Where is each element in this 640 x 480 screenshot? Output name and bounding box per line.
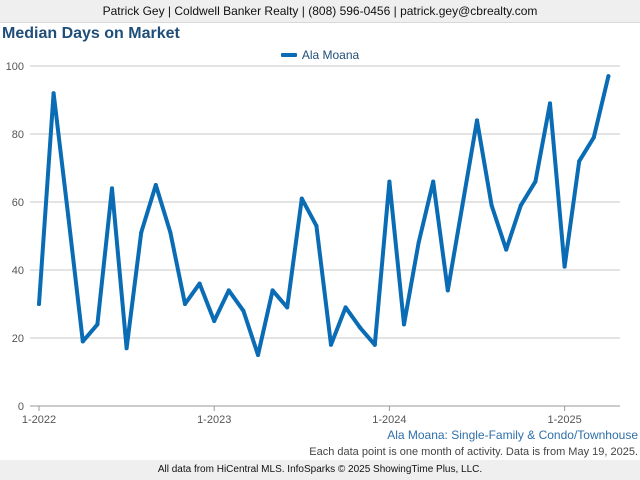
x-tick-label-1-2022: 1-2022 bbox=[22, 414, 56, 426]
y-tick-label-40: 40 bbox=[12, 265, 24, 277]
data-point bbox=[168, 230, 173, 235]
y-tick-label-80: 80 bbox=[12, 129, 24, 141]
data-point bbox=[226, 288, 231, 293]
footer: All data from HiCentral MLS. InfoSparks … bbox=[0, 460, 640, 480]
data-point bbox=[80, 339, 85, 344]
data-point bbox=[343, 305, 348, 310]
data-point bbox=[445, 288, 450, 293]
data-point bbox=[431, 179, 436, 184]
data-point bbox=[285, 305, 290, 310]
tick-labels: 0 20 40 60 80 100 1-2022 1-2023 1-2024 1-2025 bbox=[6, 61, 582, 426]
y-tick-label-100: 100 bbox=[6, 61, 24, 73]
y-tick-label-0: 0 bbox=[18, 401, 24, 413]
data-point bbox=[256, 353, 260, 357]
data-point bbox=[504, 247, 509, 252]
data-point bbox=[197, 281, 202, 286]
data-point bbox=[314, 223, 319, 228]
chart-subtitle: Ala Moana: Single-Family & Condo/Townhou… bbox=[387, 428, 638, 442]
axes bbox=[30, 405, 620, 411]
series-layer bbox=[37, 74, 611, 357]
data-point bbox=[212, 319, 217, 323]
data-point bbox=[562, 264, 567, 269]
chart-title: Median Days on Market bbox=[2, 25, 180, 42]
data-point bbox=[66, 213, 71, 218]
data-point bbox=[372, 342, 377, 347]
data-point bbox=[533, 179, 538, 184]
data-note: Each data point is one month of activity… bbox=[309, 446, 638, 458]
legend: Ala Moana bbox=[0, 46, 640, 62]
data-point bbox=[387, 179, 392, 184]
data-point bbox=[358, 325, 363, 330]
data-point bbox=[270, 288, 275, 293]
y-tick-label-20: 20 bbox=[12, 333, 24, 345]
legend-label: Ala Moana bbox=[301, 47, 360, 62]
footer-text: All data from HiCentral MLS. InfoSparks … bbox=[157, 464, 483, 475]
data-point bbox=[299, 196, 304, 201]
data-point bbox=[475, 118, 479, 123]
data-point bbox=[110, 186, 114, 191]
data-point bbox=[402, 322, 406, 327]
data-point bbox=[241, 308, 246, 313]
data-point bbox=[139, 230, 144, 235]
data-point bbox=[153, 183, 158, 187]
data-point bbox=[183, 302, 187, 306]
data-point bbox=[548, 101, 552, 106]
series-line-0 bbox=[37, 74, 611, 357]
data-point bbox=[591, 135, 596, 140]
data-point bbox=[577, 159, 582, 164]
data-point bbox=[416, 240, 421, 245]
data-point bbox=[460, 203, 465, 208]
data-point bbox=[124, 346, 129, 351]
data-point bbox=[37, 302, 41, 306]
data-point bbox=[51, 91, 56, 96]
y-tick-label-60: 60 bbox=[12, 197, 24, 209]
contact-text: Patrick Gey | Coldwell Banker Realty | (… bbox=[102, 4, 538, 18]
data-point bbox=[489, 203, 494, 208]
data-point bbox=[606, 74, 611, 79]
data-point bbox=[95, 322, 100, 327]
contact-header: Patrick Gey | Coldwell Banker Realty | (… bbox=[0, 0, 640, 23]
legend-swatch bbox=[280, 52, 297, 57]
x-tick-label-1-2024: 1-2024 bbox=[372, 414, 406, 426]
x-tick-label-1-2023: 1-2023 bbox=[197, 414, 231, 426]
x-tick-label-1-2025: 1-2025 bbox=[547, 414, 581, 426]
data-point bbox=[329, 342, 333, 347]
data-point bbox=[518, 203, 523, 208]
